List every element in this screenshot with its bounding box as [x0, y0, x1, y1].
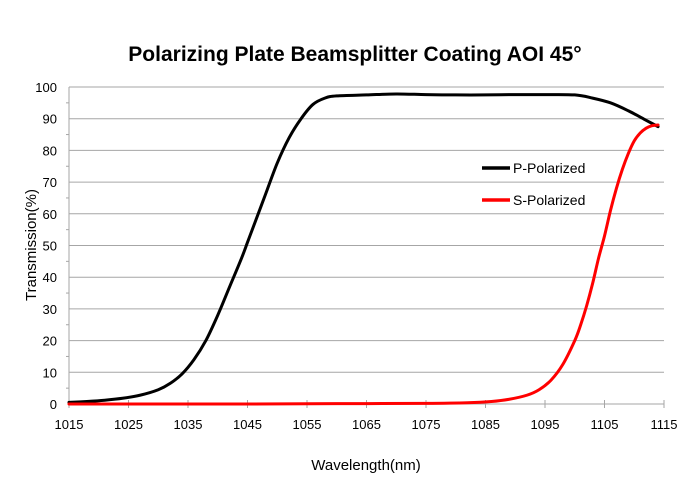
y-tick-labels: 0 10 20 30 40 50 60 70 80 90 100 [35, 80, 57, 412]
y-tick-label: 80 [43, 143, 57, 158]
series-line-s-polarized [67, 123, 660, 406]
x-tick-label: 1085 [471, 417, 500, 432]
y-tick-label: 40 [43, 270, 57, 285]
x-tick-label: 1035 [174, 417, 203, 432]
x-axis-label: Wavelength(nm) [311, 457, 420, 474]
y-axis-label: Transmission(%) [23, 189, 40, 301]
legend: P-Polarized S-Polarized [482, 160, 585, 208]
y-tick-label: 60 [43, 207, 57, 222]
y-tick-label: 20 [43, 334, 57, 349]
y-tick-label: 70 [43, 175, 57, 190]
chart-title: Polarizing Plate Beamsplitter Coating AO… [128, 43, 581, 66]
x-tick-label: 1015 [55, 417, 84, 432]
y-tick-label: 90 [43, 112, 57, 127]
y-tick-label: 10 [43, 365, 57, 380]
series-line-p-polarized [67, 92, 660, 404]
legend-label-p-polarized: P-Polarized [513, 160, 585, 176]
x-tick-label: 1075 [412, 417, 441, 432]
x-tick-label: 1065 [352, 417, 381, 432]
y-tick-label: 100 [35, 80, 57, 95]
x-tick-label: 1045 [233, 417, 262, 432]
x-tick-label: 1055 [293, 417, 322, 432]
gridlines [69, 86, 664, 373]
y-tick-label: 0 [50, 397, 57, 412]
y-tick-label: 50 [43, 239, 57, 254]
series-lines [67, 92, 660, 406]
y-tick-label: 30 [43, 302, 57, 317]
x-tick-label: 1105 [591, 417, 619, 432]
x-tick-label: 1025 [114, 417, 143, 432]
x-tick-label: 1095 [531, 417, 560, 432]
axes [66, 87, 665, 408]
x-tick-label: 1115 [651, 417, 678, 432]
x-tick-labels: 1015 1025 1035 1045 1055 1065 1075 1085 1095 1105… [55, 417, 678, 432]
legend-label-s-polarized: S-Polarized [513, 192, 585, 208]
